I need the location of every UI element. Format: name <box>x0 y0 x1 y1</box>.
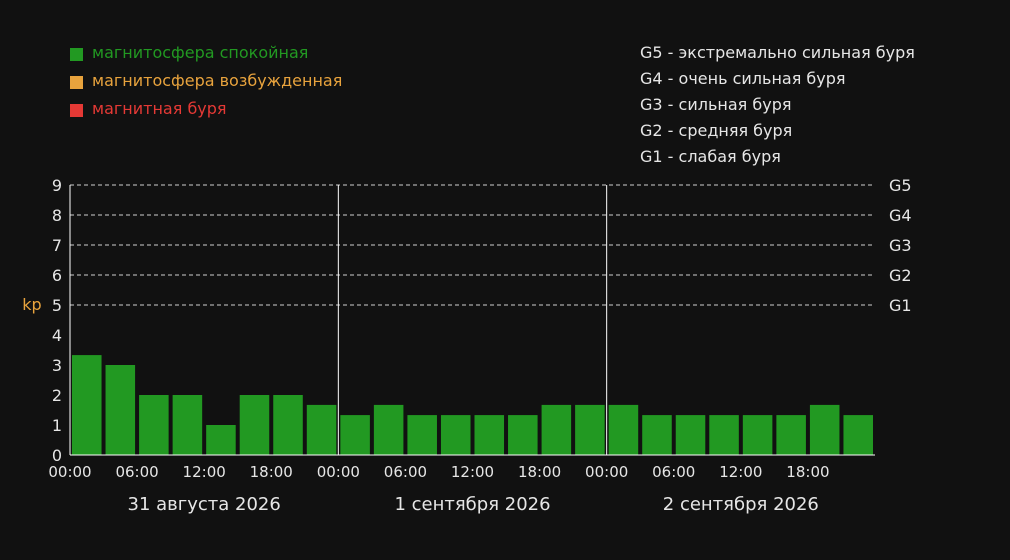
legend-label-quiet: магнитосфера спокойная <box>92 43 308 62</box>
legend-label-active: магнитосфера возбужденная <box>92 71 342 90</box>
kp-bar <box>508 415 538 455</box>
x-tick-label: 12:00 <box>451 463 494 481</box>
scale-legend-item-g3: G3 - сильная буря <box>640 95 791 114</box>
scale-legend-item-g1: G1 - слабая буря <box>640 147 781 166</box>
kp-bar <box>105 365 136 455</box>
kp-bar <box>541 404 572 455</box>
y-tick-label: 4 <box>52 326 62 345</box>
x-tick-label: 18:00 <box>786 463 829 481</box>
kp-bar <box>172 395 203 455</box>
kp-bar <box>239 395 270 455</box>
day-labels: 31 августа 2026 1 сентября 2026 2 сентября… <box>128 494 819 515</box>
y-axis-label: kp <box>22 295 41 314</box>
kp-bar <box>843 415 873 455</box>
kp-bar <box>440 415 471 455</box>
bars <box>72 355 873 455</box>
kp-bar <box>742 415 773 455</box>
kp-bar <box>139 395 169 455</box>
x-tick-label: 12:00 <box>719 463 762 481</box>
y-tick-label: 0 <box>52 446 62 465</box>
scale-legend-item-g2: G2 - средняя буря <box>640 121 792 140</box>
g-level-label-g5: G5 <box>889 176 912 195</box>
x-tick-label: 06:00 <box>384 463 427 481</box>
kp-bar <box>72 355 102 455</box>
y-tick-label: 8 <box>52 206 62 225</box>
x-tick-label: 18:00 <box>250 463 293 481</box>
day-label: 2 сентября 2026 <box>663 494 819 515</box>
day-label: 1 сентября 2026 <box>394 494 550 515</box>
grid-lines <box>70 184 875 306</box>
legend-label-storm: магнитная буря <box>92 99 227 118</box>
scale-legend-item-g4: G4 - очень сильная буря <box>640 69 846 88</box>
legend-swatch-quiet <box>70 48 83 61</box>
kp-bar <box>709 415 739 455</box>
x-tick-label: 18:00 <box>518 463 561 481</box>
y-tick-label: 3 <box>52 356 62 375</box>
kp-bar <box>608 404 639 455</box>
day-label: 31 августа 2026 <box>128 494 281 515</box>
y-tick-label: 5 <box>52 296 62 315</box>
y-tick-label: 1 <box>52 416 62 435</box>
x-tick-label: 00:00 <box>585 463 628 481</box>
kp-bar <box>306 404 337 455</box>
scale-legend-item-g5: G5 - экстремально сильная буря <box>640 43 915 62</box>
kp-bar <box>575 404 605 455</box>
x-tick-label: 06:00 <box>652 463 695 481</box>
kp-bar <box>675 415 706 455</box>
kp-bar <box>474 415 505 455</box>
storm-scale-legend: G5 - экстремально сильная буря G4 - очень… <box>640 43 915 166</box>
kp-bar <box>642 415 672 455</box>
g-level-label-g1: G1 <box>889 296 912 315</box>
g-level-labels: G1 G2 G3 G4 G5 <box>889 176 912 315</box>
x-tick-label: 12:00 <box>183 463 226 481</box>
legend-swatch-active <box>70 76 83 89</box>
kp-bar <box>776 415 806 455</box>
y-tick-label: 9 <box>52 176 62 195</box>
kp-bar <box>809 404 840 455</box>
g-level-label-g4: G4 <box>889 206 912 225</box>
legend-swatch-storm <box>70 104 83 117</box>
y-tick-label: 6 <box>52 266 62 285</box>
g-level-label-g2: G2 <box>889 266 912 285</box>
kp-bar <box>206 425 236 455</box>
axes <box>69 185 875 456</box>
x-tick-label: 00:00 <box>48 463 91 481</box>
y-tick-label: 2 <box>52 386 62 405</box>
kp-bar <box>407 415 437 455</box>
y-tick-labels: 0 1 2 3 4 5 6 7 8 9 <box>52 176 62 465</box>
x-tick-labels: 00:00 06:00 12:00 18:00 00:00 06:00 12:00 18:00… <box>48 463 829 481</box>
g-level-label-g3: G3 <box>889 236 912 255</box>
x-tick-label: 06:00 <box>115 463 158 481</box>
kp-bar <box>340 415 370 455</box>
x-tick-label: 00:00 <box>317 463 360 481</box>
y-tick-label: 7 <box>52 236 62 255</box>
kp-bar <box>273 395 303 455</box>
kp-bar <box>373 404 404 455</box>
status-legend: магнитосфера спокойная магнитосфера возб… <box>70 43 342 118</box>
